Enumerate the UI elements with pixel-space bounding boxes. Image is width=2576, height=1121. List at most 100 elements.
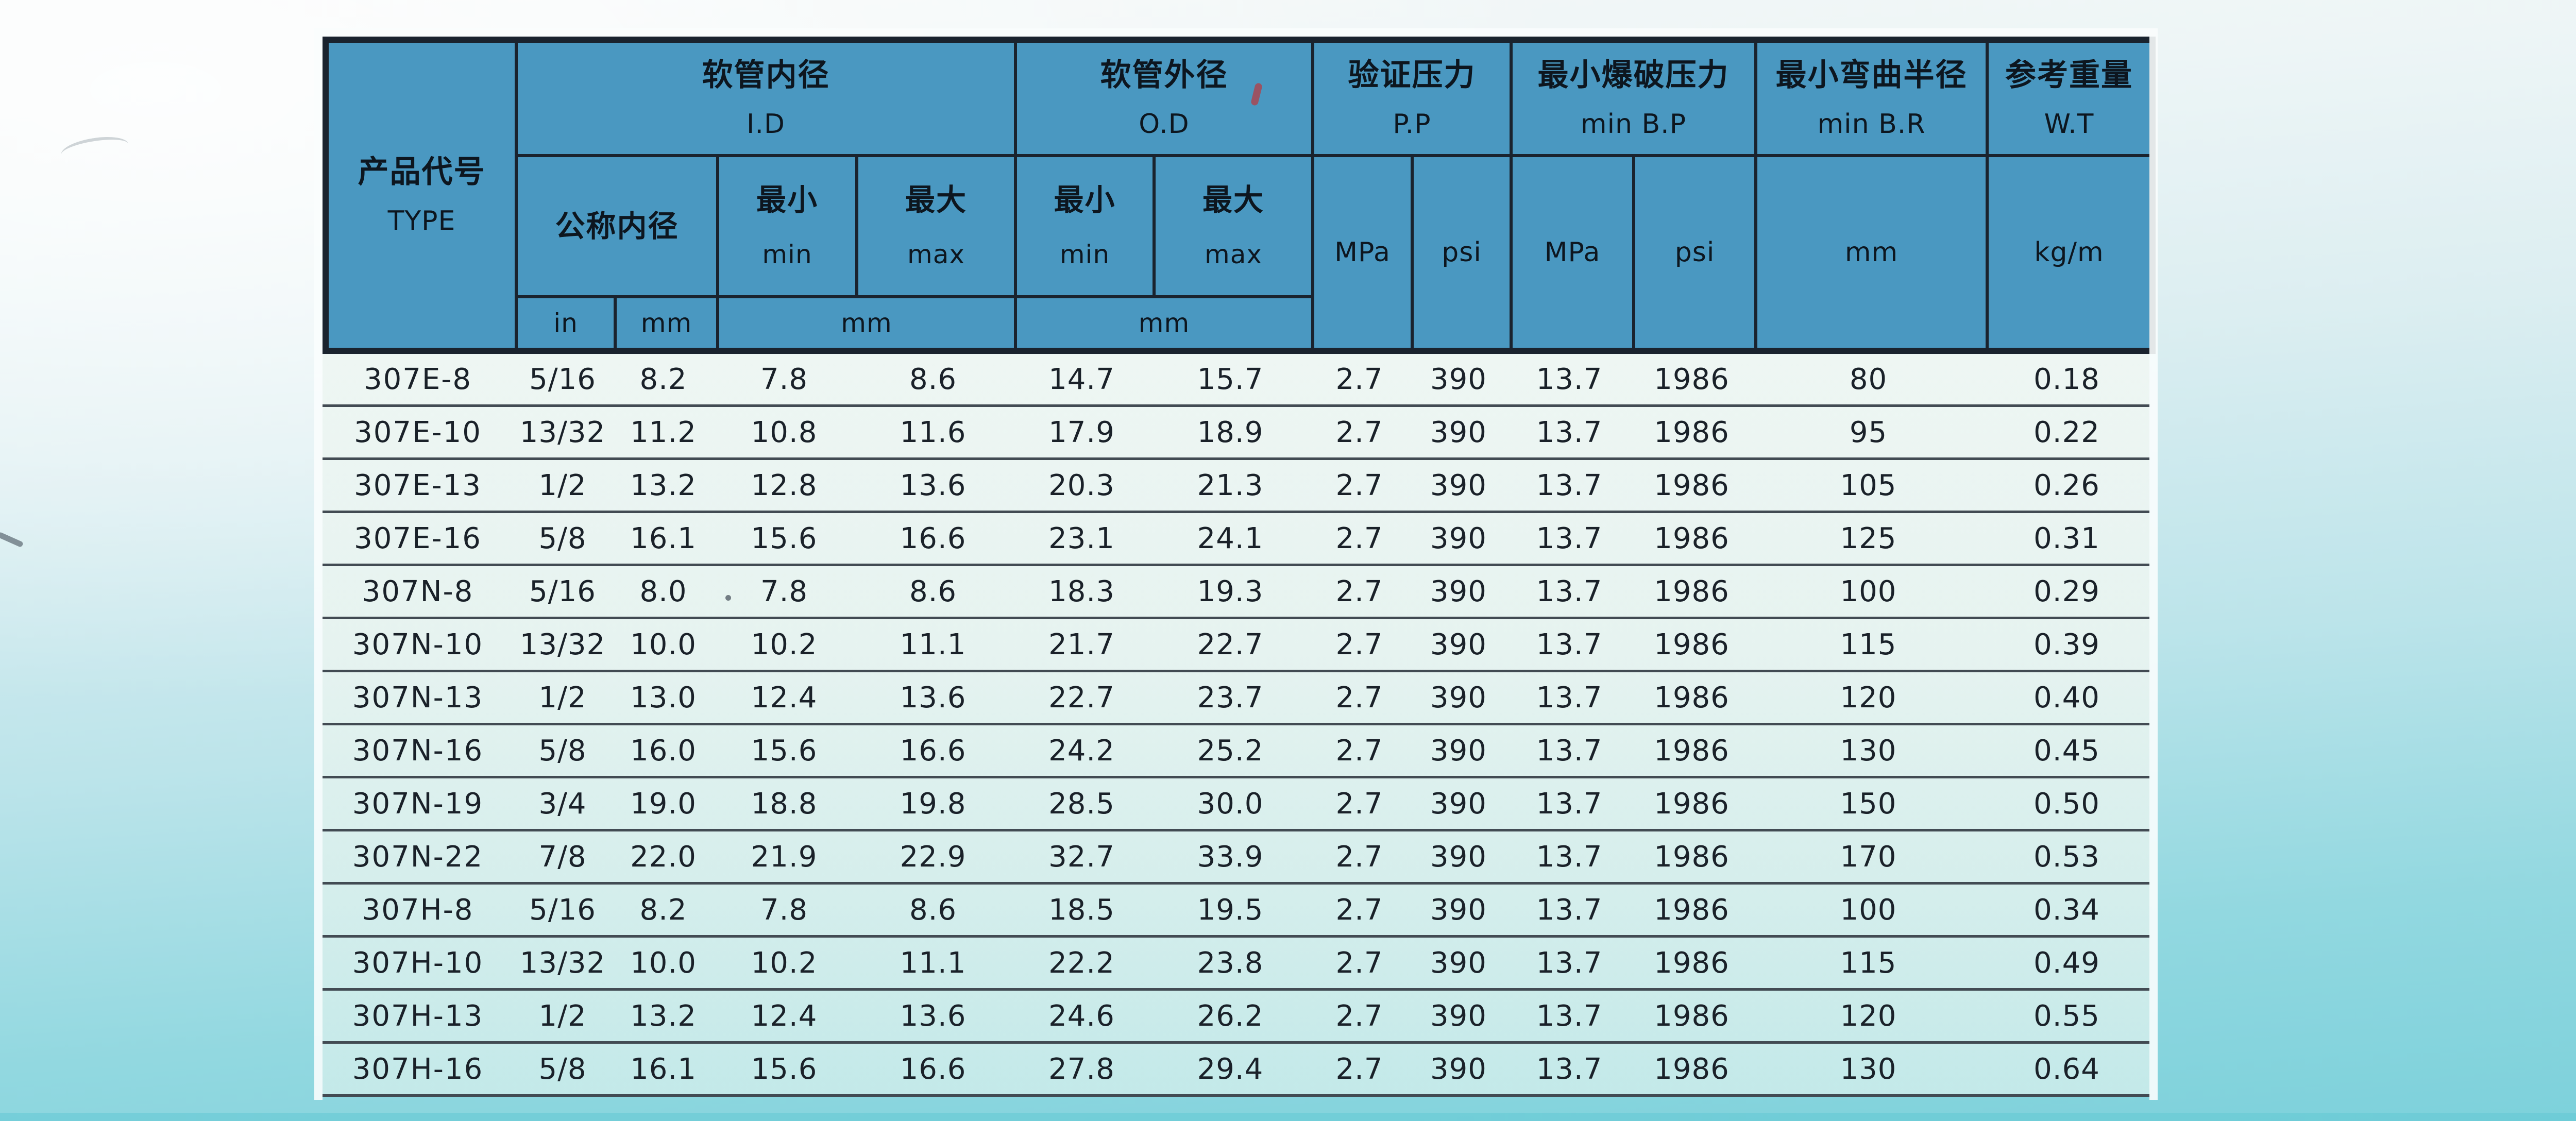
cell-bp_psi: 1986 (1631, 671, 1753, 725)
header-wt-kgm-unit: kg/m (1986, 154, 2154, 352)
cell-mm: 13.2 (612, 458, 715, 513)
cell-od_max: 26.2 (1151, 989, 1310, 1044)
header-bp-zh: 最小爆破压力 (1537, 57, 1730, 93)
cell-od_max: 19.3 (1151, 565, 1310, 619)
cell-in: 5/8 (513, 724, 612, 778)
cell-pp_psi: 390 (1409, 618, 1508, 672)
cell-br_mm: 170 (1753, 830, 1984, 885)
cell-id_min: 10.8 (715, 405, 854, 460)
cell-wt_kgm: 0.40 (1984, 671, 2149, 725)
header-product-type: 产品代号 TYPE (324, 38, 518, 352)
cell-wt_kgm: 0.34 (1984, 883, 2149, 938)
cell-od_max: 24.1 (1151, 512, 1310, 566)
cell-od_max: 30.0 (1151, 777, 1310, 831)
cell-bp_psi: 1986 (1631, 1042, 1753, 1097)
page-bottom-edge (0, 1113, 2576, 1121)
cell-id_min: 7.8 (715, 354, 854, 407)
header-id-zh: 软管内径 (702, 57, 830, 93)
cell-mm: 19.0 (612, 777, 715, 831)
cell-type: 307N-8 (323, 565, 513, 619)
cell-od_max: 23.7 (1151, 671, 1310, 725)
cell-id_max: 8.6 (854, 565, 1012, 619)
header-pp-group: 验证压力 P.P (1311, 38, 1513, 157)
cell-br_mm: 150 (1753, 777, 1984, 831)
cell-id_max: 13.6 (854, 458, 1012, 513)
cell-id_min: 10.2 (715, 936, 854, 991)
header-br-mm-unit: mm (1754, 154, 1989, 352)
cell-in: 5/16 (513, 354, 612, 407)
cell-bp_mpa: 13.7 (1508, 512, 1631, 566)
cell-pp_mpa: 2.7 (1310, 354, 1409, 407)
cell-in: 3/4 (513, 777, 612, 831)
cell-type: 307E-16 (323, 512, 513, 566)
cell-bp_mpa: 13.7 (1508, 1042, 1631, 1097)
cell-wt_kgm: 0.39 (1984, 618, 2149, 672)
cell-bp_mpa: 13.7 (1508, 724, 1631, 778)
cell-pp_psi: 390 (1409, 671, 1508, 725)
cell-bp_psi: 1986 (1631, 512, 1753, 566)
cell-id_min: 12.8 (715, 458, 854, 513)
header-od-max: 最大 max (1153, 154, 1314, 298)
header-bp-group: 最小爆破压力 min B.P (1510, 38, 1757, 157)
cell-bp_mpa: 13.7 (1508, 989, 1631, 1044)
cell-bp_psi: 1986 (1631, 989, 1753, 1044)
cell-mm: 16.1 (612, 512, 715, 566)
cell-type: 307H-10 (323, 936, 513, 991)
table-row: 307N-8 5/16 8.0 7.8 8.6 18.3 19.3 2.7 390 13.7 198… (323, 565, 2149, 619)
cell-id_min: 18.8 (715, 777, 854, 831)
header-id-max: 最大 max (855, 154, 1017, 298)
cell-mm: 8.0 (612, 565, 715, 619)
table-row: 307H-13 1/2 13.2 12.4 13.6 24.6 26.2 2.7 390 13.7… (323, 989, 2149, 1044)
header-bp-en: min B.P (1580, 108, 1687, 140)
cell-wt_kgm: 0.53 (1984, 830, 2149, 885)
cell-od_max: 15.7 (1151, 354, 1310, 407)
cell-pp_psi: 390 (1409, 512, 1508, 566)
cell-wt_kgm: 0.64 (1984, 1042, 2149, 1097)
spec-table-body: 307E-8 5/16 8.2 7.8 8.6 14.7 15.7 2.7 390 13.7 198… (323, 354, 2149, 1097)
cell-id_max: 16.6 (854, 724, 1012, 778)
header-id-group: 软管内径 I.D (515, 38, 1017, 157)
cell-in: 5/8 (513, 512, 612, 566)
cell-bp_mpa: 13.7 (1508, 565, 1631, 619)
cell-br_mm: 115 (1753, 618, 1984, 672)
cell-od_max: 25.2 (1151, 724, 1310, 778)
cell-od_min: 24.2 (1012, 724, 1151, 778)
cell-type: 307N-22 (323, 830, 513, 885)
cell-id_min: 15.6 (715, 1042, 854, 1097)
cell-wt_kgm: 0.50 (1984, 777, 2149, 831)
header-pp-mpa-unit: MPa (1311, 154, 1414, 352)
cell-type: 307H-16 (323, 1042, 513, 1097)
cell-od_min: 22.7 (1012, 671, 1151, 725)
cell-bp_psi: 1986 (1631, 618, 1753, 672)
header-pp-en: P.P (1393, 108, 1431, 140)
cell-id_max: 8.6 (854, 883, 1012, 938)
header-wt-en: W.T (2044, 108, 2094, 140)
pencil-mark (0, 531, 24, 548)
cell-bp_mpa: 13.7 (1508, 405, 1631, 460)
cell-id_min: 15.6 (715, 512, 854, 566)
cell-wt_kgm: 0.45 (1984, 724, 2149, 778)
cell-bp_mpa: 13.7 (1508, 883, 1631, 938)
cell-od_min: 24.6 (1012, 989, 1151, 1044)
cell-pp_mpa: 2.7 (1310, 458, 1409, 513)
cell-bp_psi: 1986 (1631, 724, 1753, 778)
cell-in: 5/16 (513, 565, 612, 619)
header-od-min: 最小 min (1014, 154, 1156, 298)
cell-mm: 10.0 (612, 936, 715, 991)
table-row: 307N-16 5/8 16.0 15.6 16.6 24.2 25.2 2.7 390 13.7… (323, 724, 2149, 778)
cell-od_min: 18.3 (1012, 565, 1151, 619)
cell-id_min: 7.8 (715, 565, 854, 619)
hose-spec-table: 产品代号 TYPE 软管内径 I.D 软管外径 O.D 验证压力 P.P 最小爆… (314, 28, 2158, 1100)
cell-pp_mpa: 2.7 (1310, 618, 1409, 672)
cell-pp_psi: 390 (1409, 458, 1508, 513)
header-product-zh: 产品代号 (358, 154, 486, 190)
table-row: 307E-16 5/8 16.1 15.6 16.6 23.1 24.1 2.7 390 13.7… (323, 512, 2149, 566)
cell-bp_psi: 1986 (1631, 354, 1753, 407)
cell-id_max: 16.6 (854, 512, 1012, 566)
cell-bp_psi: 1986 (1631, 936, 1753, 991)
cell-bp_mpa: 13.7 (1508, 830, 1631, 885)
cell-type: 307E-13 (323, 458, 513, 513)
cell-type: 307N-13 (323, 671, 513, 725)
cell-type: 307N-16 (323, 724, 513, 778)
